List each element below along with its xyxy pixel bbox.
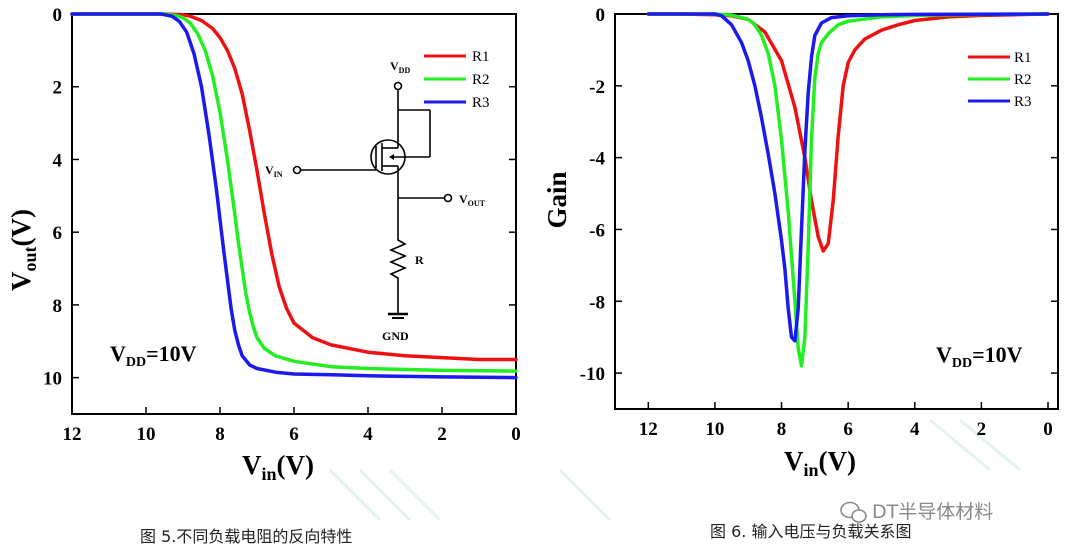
c2-series-r2-line [646, 12, 1050, 368]
c1-y-tick-label: 10 [43, 369, 62, 390]
c1-x-tick-label: 0 [511, 424, 521, 445]
circuit-schematic [292, 81, 453, 319]
gain-plot-frame [614, 13, 1059, 410]
gain-y-axis-label: Gain [542, 171, 572, 228]
c1-series-r3-line [70, 12, 518, 380]
c1-x-tick-label: 12 [63, 424, 82, 445]
c1-x-tick-label: 2 [437, 424, 447, 445]
vout-legend-label-r2: R2 [472, 72, 490, 88]
c2-x-tick-label: 4 [910, 419, 920, 440]
c2-x-tick-label: 6 [843, 419, 853, 440]
c2-x-tick-label: 0 [1043, 419, 1053, 440]
vout-legend-label-r3: R3 [472, 95, 490, 111]
c1-y-tick-label: 0 [53, 5, 63, 26]
vin-terminal [292, 165, 302, 175]
c2-x-tick-label: 10 [705, 419, 724, 440]
c1-y-tick-label: 2 [53, 78, 63, 99]
c1-series-r1-line [70, 12, 518, 362]
vdd-terminal [393, 81, 403, 91]
vout-terminal [443, 193, 453, 203]
transistor-symbol [370, 139, 406, 175]
gain-legend-label-r3: R3 [1014, 94, 1032, 110]
vout-y-axis-label: Vout(V) [6, 209, 40, 291]
schematic-r-label: R [415, 253, 424, 267]
gain-legend-label-r1: R1 [1014, 50, 1032, 66]
vout-x-axis-label: Vin(V) [242, 450, 314, 484]
fig5-caption: 图 5.不同负载电阻的反向特性 [140, 527, 352, 546]
c2-y-tick-label: -4 [589, 149, 605, 170]
wechat-icon [840, 501, 867, 523]
c2-y-tick-label: -10 [580, 364, 605, 385]
c2-y-tick-label: -8 [589, 292, 605, 313]
c2-series-r1-line [646, 12, 1050, 253]
c1-x-tick-label: 8 [215, 424, 225, 445]
c2-x-tick-label: 8 [777, 419, 787, 440]
schematic-gnd-label: GND [382, 329, 409, 343]
gain-legend-label-r2: R2 [1014, 72, 1032, 88]
c1-y-tick-label: 6 [53, 223, 63, 244]
c1-x-tick-label: 4 [363, 424, 373, 445]
vout-chart: 12 10 8 6 4 2 0 0 2 4 6 8 10 Vout(V) Vin(V) R1 R2 R… [6, 5, 521, 484]
resistor-symbol [388, 234, 408, 314]
schematic-vdd-label: VDD [390, 59, 410, 75]
c1-y-tick-label: 8 [53, 296, 63, 317]
c1-x-tick-label: 6 [289, 424, 299, 445]
watermark-text: DT半导体材料 [872, 501, 993, 523]
background-watermark-pattern [328, 418, 1021, 522]
c2-x-tick-label: 12 [639, 419, 658, 440]
c1-x-tick-label: 10 [137, 424, 156, 445]
gain-vdd-annotation: VDD=10V [936, 342, 1023, 371]
schematic-vin-label: VIN [265, 163, 283, 179]
vout-legend: R1 R2 R3 [424, 49, 490, 111]
c1-series-r2-line [70, 12, 518, 373]
watermark: DT半导体材料 [840, 501, 993, 523]
schematic-vout-label: VOUT [459, 192, 486, 208]
vout-legend-label-r1: R1 [472, 49, 490, 65]
gain-x-axis-label: Vin(V) [784, 446, 856, 480]
vout-plot-frame [71, 13, 517, 415]
c2-series-r3-line [646, 12, 1050, 343]
fig6-caption: 图 6. 输入电压与负载关系图 [710, 522, 911, 541]
c2-y-tick-label: -6 [589, 220, 605, 241]
gain-chart: 12 10 8 6 4 2 0 0 -2 -4 -6 -8 -10 Gain Vin(V) R1 R2… [542, 5, 1059, 480]
gain-legend: R1 R2 R3 [968, 50, 1032, 110]
c2-y-tick-label: -2 [589, 77, 605, 98]
c2-y-tick-label: 0 [596, 5, 606, 26]
vout-vdd-annotation: VDD=10V [110, 341, 197, 370]
c1-y-tick-label: 4 [53, 150, 63, 171]
c2-x-tick-label: 2 [977, 419, 987, 440]
